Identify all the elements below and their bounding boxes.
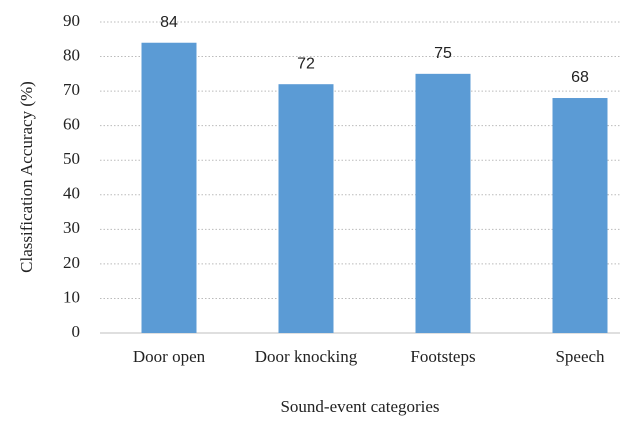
y-tick-label: 30 [63, 218, 80, 237]
y-tick-label: 80 [63, 45, 80, 64]
y-tick-label: 0 [72, 322, 81, 341]
bar [415, 73, 471, 333]
y-tick-label: 40 [63, 184, 80, 203]
data-label: 84 [160, 14, 178, 31]
y-axis-title: Classification Accuracy (%) [17, 81, 36, 273]
x-tick-label: Door knocking [255, 347, 358, 366]
bar [141, 42, 197, 333]
y-tick-label: 20 [63, 253, 80, 272]
x-tick-label: Door open [133, 347, 206, 366]
x-tick-label: Speech [555, 347, 605, 366]
y-tick-label: 50 [63, 149, 80, 168]
data-label: 72 [297, 55, 315, 72]
y-tick-label: 60 [63, 115, 80, 134]
y-tick-label: 10 [63, 287, 80, 306]
bar [552, 98, 608, 334]
y-tick-label: 70 [63, 80, 80, 99]
data-label: 75 [434, 45, 452, 62]
x-tick-label: Footsteps [410, 347, 475, 366]
data-label: 68 [571, 69, 589, 86]
bar [278, 84, 334, 333]
x-axis-title: Sound-event categories [280, 397, 439, 416]
y-tick-label: 90 [63, 11, 80, 30]
